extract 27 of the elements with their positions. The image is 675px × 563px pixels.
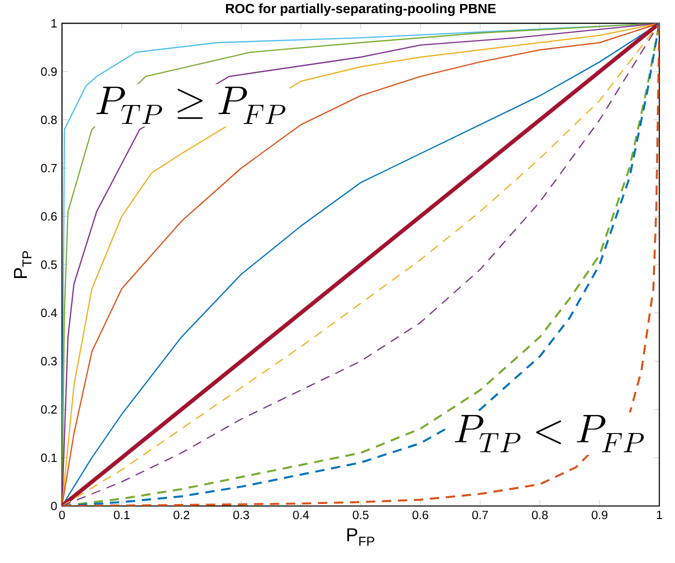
x-tick-label: 1 bbox=[656, 510, 662, 519]
y-tick-label: 0 bbox=[51, 502, 57, 510]
y-tick-label: 0.5 bbox=[41, 260, 57, 269]
y-tick-label: 0.3 bbox=[41, 356, 57, 366]
x-tick-label: 0.4 bbox=[293, 510, 309, 520]
y-tick-label: 0.7 bbox=[41, 164, 57, 172]
annotation: $P_{TP} \geq P_{FP}$ bbox=[96, 86, 286, 124]
y-tick-label: 0.6 bbox=[41, 212, 57, 221]
chart-title: ROC for partially-separating-pooling PBNE bbox=[226, 3, 496, 16]
x-tick-label: 0.7 bbox=[472, 510, 488, 520]
x-tick-label: 0.5 bbox=[352, 510, 369, 520]
y-tick-label: 0.9 bbox=[41, 67, 57, 76]
x-axis-title: P$_{FP}$ bbox=[347, 528, 374, 546]
x-tick-label: 0.1 bbox=[114, 510, 130, 520]
y-tick-label: 0.1 bbox=[41, 453, 57, 462]
x-tick-label: 0.8 bbox=[532, 510, 548, 520]
y-axis-title: P$_{TP}$ bbox=[14, 251, 32, 278]
y-tick-label: 0.2 bbox=[41, 405, 57, 414]
x-tick-label: 0.2 bbox=[174, 510, 190, 520]
y-tick-label: 0.4 bbox=[41, 308, 57, 318]
annotation: $P_{TP} < P_{FP}$ bbox=[454, 414, 644, 452]
x-tick-label: 0 bbox=[59, 510, 65, 520]
x-tick-label: 0.9 bbox=[592, 510, 608, 520]
x-tick-label: 0.6 bbox=[412, 510, 428, 520]
x-tick-label: 0.3 bbox=[233, 510, 250, 520]
y-tick-label: 1 bbox=[52, 19, 57, 28]
y-tick-label: 0.8 bbox=[41, 116, 57, 124]
